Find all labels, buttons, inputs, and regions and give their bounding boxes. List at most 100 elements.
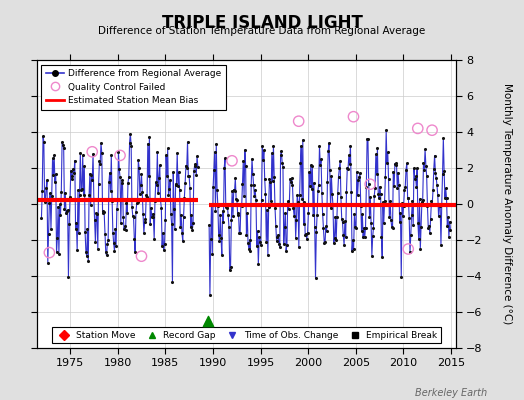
Point bbox=[294, 118, 303, 124]
Point bbox=[68, 173, 77, 180]
Point bbox=[373, 171, 381, 178]
Point bbox=[140, 219, 149, 225]
Point bbox=[254, 261, 263, 267]
Point bbox=[165, 192, 173, 198]
Point bbox=[166, 177, 174, 184]
Point bbox=[407, 232, 415, 238]
Point bbox=[276, 244, 284, 250]
Point bbox=[110, 240, 118, 246]
Point bbox=[285, 206, 293, 212]
Point bbox=[423, 203, 432, 209]
Point bbox=[100, 209, 108, 216]
Point bbox=[177, 212, 185, 218]
Point bbox=[260, 147, 268, 153]
Point bbox=[265, 203, 273, 210]
Point bbox=[373, 145, 381, 152]
Point bbox=[122, 227, 130, 233]
Point bbox=[122, 200, 130, 206]
Point bbox=[418, 198, 426, 205]
Point bbox=[85, 192, 93, 199]
Point bbox=[439, 135, 447, 141]
Point bbox=[430, 152, 439, 159]
Point bbox=[422, 173, 431, 180]
Point bbox=[293, 192, 301, 198]
Point bbox=[390, 182, 398, 189]
Point bbox=[326, 205, 335, 212]
Point bbox=[209, 184, 217, 191]
Point bbox=[251, 187, 259, 193]
Point bbox=[334, 173, 343, 180]
Point bbox=[211, 208, 220, 214]
Point bbox=[428, 127, 436, 134]
Point bbox=[366, 194, 375, 200]
Point bbox=[319, 225, 328, 232]
Point bbox=[271, 223, 280, 229]
Point bbox=[220, 165, 228, 171]
Point bbox=[336, 158, 344, 164]
Point bbox=[38, 188, 47, 194]
Point bbox=[342, 188, 351, 195]
Point bbox=[346, 143, 355, 149]
Point bbox=[432, 174, 440, 181]
Point bbox=[268, 150, 276, 156]
Point bbox=[210, 167, 218, 173]
Point bbox=[442, 185, 450, 192]
Point bbox=[271, 204, 279, 211]
Point bbox=[193, 153, 201, 160]
Point bbox=[80, 163, 89, 170]
Point bbox=[61, 190, 70, 196]
Point bbox=[45, 200, 53, 206]
Point bbox=[377, 234, 386, 240]
Point bbox=[361, 234, 369, 240]
Point bbox=[435, 200, 443, 207]
Point bbox=[247, 182, 255, 188]
Point bbox=[83, 226, 92, 232]
Point bbox=[90, 196, 98, 203]
Point bbox=[105, 179, 113, 185]
Point bbox=[79, 152, 87, 158]
Point bbox=[286, 176, 294, 182]
Point bbox=[64, 274, 73, 280]
Point bbox=[70, 170, 78, 176]
Point bbox=[136, 191, 144, 198]
Point bbox=[162, 173, 171, 180]
Point bbox=[318, 190, 326, 196]
Point bbox=[313, 212, 321, 218]
Point bbox=[353, 169, 361, 175]
Point bbox=[158, 242, 166, 249]
Point bbox=[41, 195, 50, 202]
Point bbox=[304, 210, 312, 216]
Point bbox=[108, 230, 117, 236]
Point bbox=[261, 191, 270, 198]
Point bbox=[315, 143, 324, 150]
Point bbox=[331, 214, 340, 220]
Point bbox=[176, 187, 184, 193]
Point bbox=[294, 198, 302, 205]
Point bbox=[379, 219, 388, 226]
Point bbox=[72, 220, 81, 226]
Point bbox=[225, 266, 234, 273]
Point bbox=[225, 224, 233, 230]
Point bbox=[71, 226, 80, 232]
Point bbox=[135, 164, 143, 171]
Point bbox=[242, 231, 250, 238]
Point bbox=[343, 165, 352, 172]
Point bbox=[365, 214, 374, 220]
Point bbox=[88, 149, 96, 155]
Point bbox=[156, 162, 164, 168]
Point bbox=[388, 224, 396, 230]
Point bbox=[149, 214, 158, 220]
Point bbox=[245, 237, 254, 243]
Point bbox=[362, 225, 370, 231]
Point bbox=[222, 204, 230, 210]
Point bbox=[63, 208, 71, 214]
Point bbox=[163, 145, 172, 152]
Point bbox=[65, 221, 73, 228]
Point bbox=[50, 152, 58, 158]
Point bbox=[353, 192, 362, 198]
Point bbox=[380, 198, 389, 204]
Point bbox=[111, 226, 119, 232]
Point bbox=[431, 170, 440, 176]
Point bbox=[228, 158, 236, 164]
Point bbox=[269, 143, 278, 150]
